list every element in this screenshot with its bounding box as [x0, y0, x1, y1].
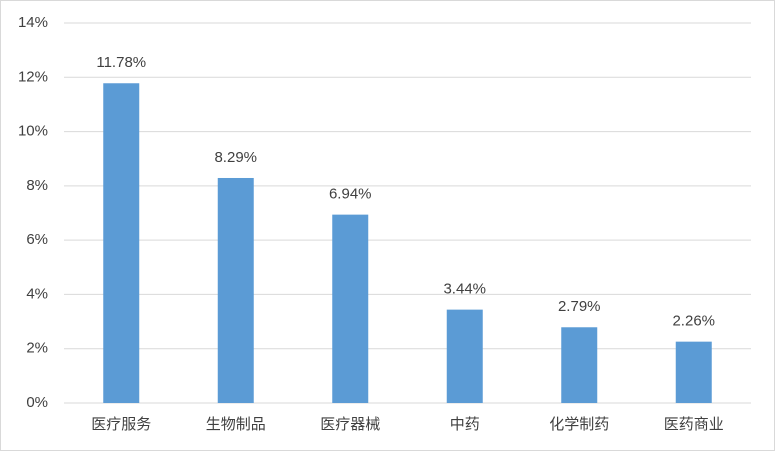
y-tick-label: 2%: [26, 340, 48, 357]
y-tick-label: 0%: [26, 394, 48, 411]
bar: [561, 327, 598, 403]
x-tick-label: 医疗器械: [320, 416, 380, 433]
y-tick-label: 12%: [18, 68, 48, 85]
y-tick-label: 14%: [18, 14, 48, 31]
value-label: 2.26%: [672, 313, 715, 330]
y-tick-label: 8%: [26, 177, 48, 194]
value-label: 11.78%: [96, 54, 146, 71]
value-label: 3.44%: [443, 281, 486, 298]
value-label: 8.29%: [214, 149, 257, 166]
x-tick-label: 生物制品: [206, 416, 266, 433]
bar: [675, 341, 712, 403]
x-tick-label: 医药商业: [664, 416, 724, 433]
x-tick-label: 中药: [450, 416, 480, 433]
y-tick-label: 6%: [26, 231, 48, 248]
bar: [217, 177, 254, 403]
x-tick-label: 化学制药: [549, 416, 609, 433]
bar: [103, 83, 140, 403]
value-label: 2.79%: [558, 298, 601, 315]
bar: [446, 309, 483, 403]
y-tick-label: 4%: [26, 285, 48, 302]
bar: [332, 214, 369, 403]
x-tick-label: 医疗服务: [91, 416, 151, 433]
value-label: 6.94%: [329, 186, 372, 203]
y-tick-label: 10%: [18, 123, 48, 140]
